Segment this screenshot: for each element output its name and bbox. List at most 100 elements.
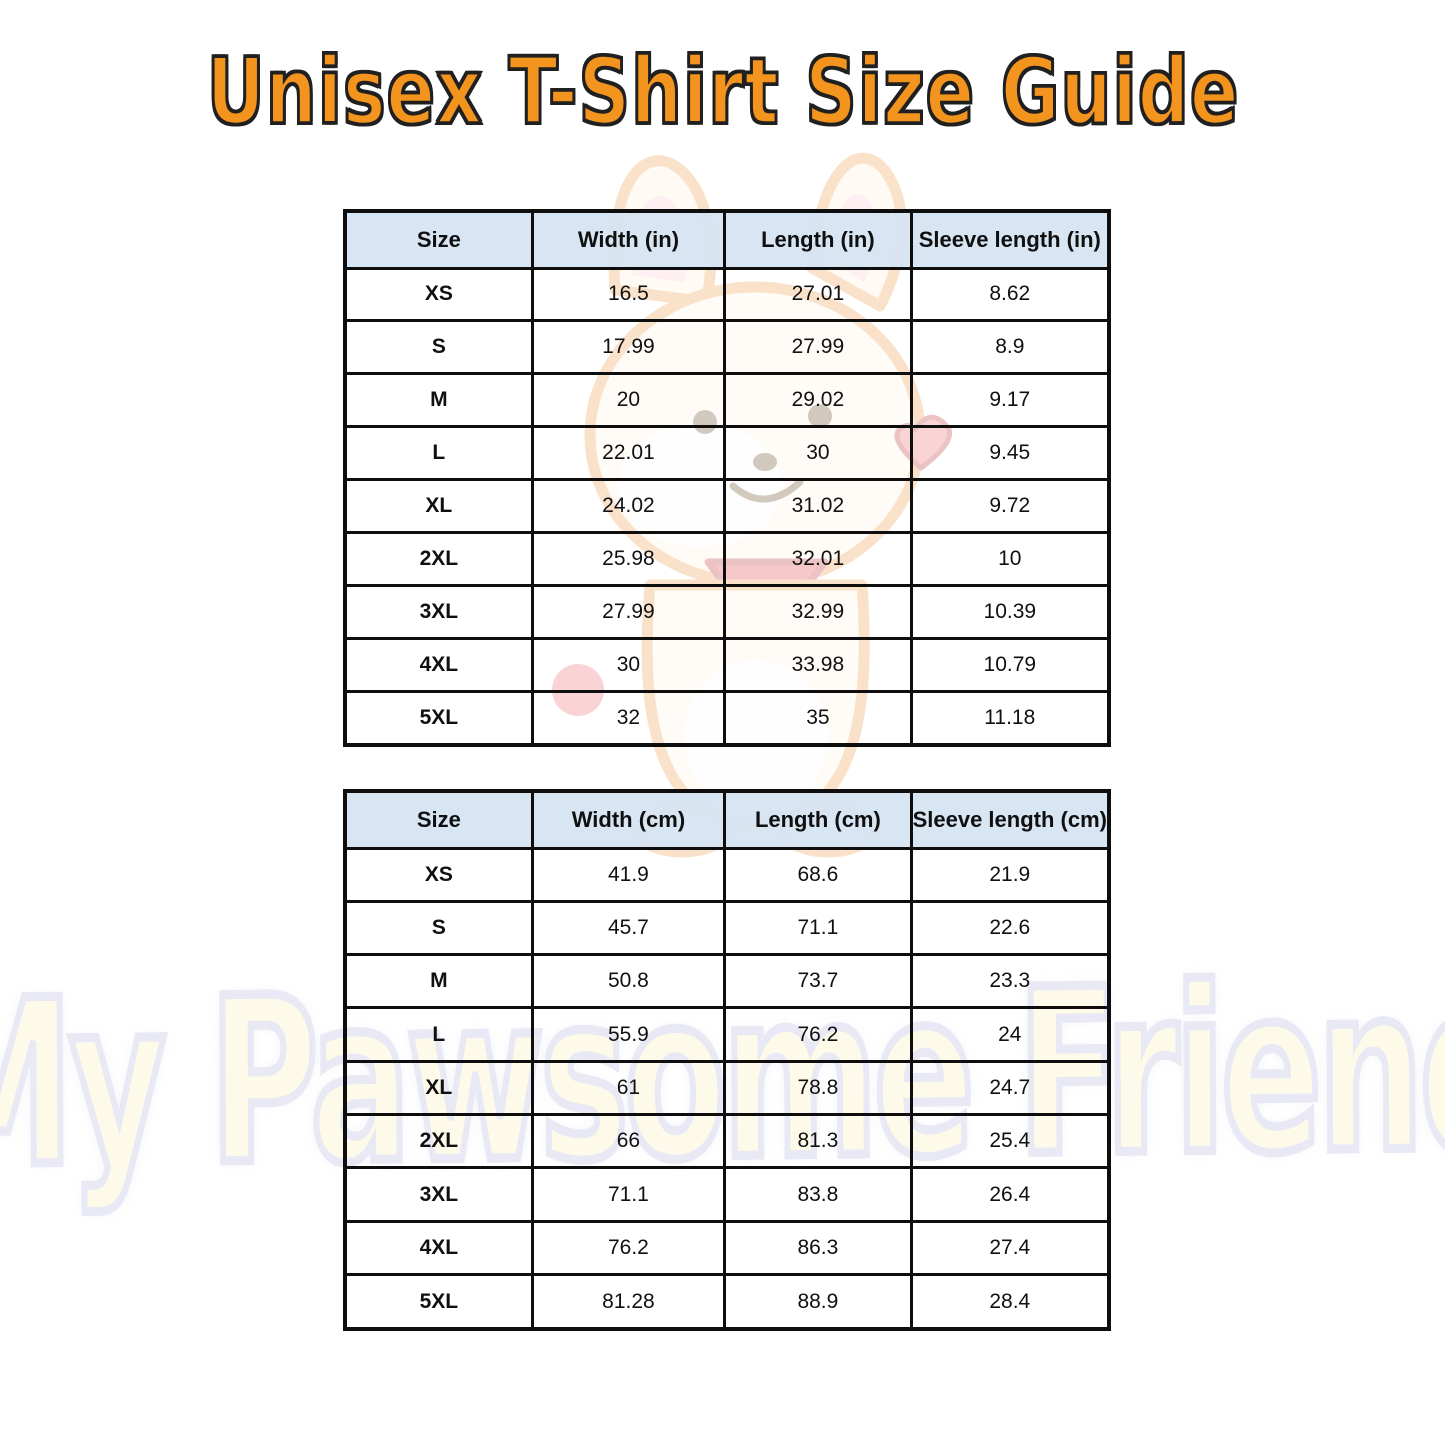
measurement-cell: 22.01: [530, 425, 727, 482]
table-row: M 20 29.02 9.17: [343, 372, 1111, 429]
size-label-cell: 4XL: [343, 636, 534, 693]
measurement-cell: 24: [909, 1006, 1111, 1063]
measurement-cell: 45.7: [530, 899, 727, 957]
measurement-cell: 24.02: [530, 478, 727, 534]
measurement-cell: 24.7: [909, 1059, 1111, 1117]
measurement-cell: 32.01: [723, 530, 913, 587]
header-row: Size Width (in) Length (in) Sleeve length (…: [343, 209, 1111, 270]
measurement-cell: 27.99: [723, 319, 913, 376]
measurement-cell: 10.39: [909, 583, 1111, 640]
measurement-cell: 25.98: [530, 530, 727, 587]
column-header: Sleeve length (in): [909, 209, 1111, 270]
measurement-cell: 30: [530, 636, 727, 693]
header-row: Size Width (cm) Length (cm) Sleeve length (…: [343, 789, 1111, 850]
measurement-cell: 35: [723, 689, 913, 747]
table-row: XL 24.02 31.02 9.72: [343, 478, 1111, 534]
measurement-cell: 9.17: [909, 372, 1111, 429]
measurement-cell: 9.45: [909, 425, 1111, 482]
table-row: M 50.8 73.7 23.3: [343, 953, 1111, 1010]
table-row: XL 61 78.8 24.7: [343, 1059, 1111, 1117]
measurement-cell: 30: [723, 425, 913, 482]
size-label-cell: XS: [343, 846, 534, 903]
table-row: 5XL 81.28 88.9 28.4: [343, 1273, 1111, 1331]
measurement-cell: 27.99: [530, 583, 727, 640]
table-row: XS 16.5 27.01 8.62: [343, 266, 1111, 323]
measurement-cell: 10: [909, 530, 1111, 587]
measurement-cell: 8.62: [909, 266, 1111, 323]
size-label-cell: 5XL: [343, 689, 534, 747]
measurement-cell: 32.99: [723, 583, 913, 640]
column-header: Width (cm): [530, 789, 727, 850]
measurement-cell: 86.3: [723, 1219, 913, 1277]
table-row: L 22.01 30 9.45: [343, 425, 1111, 482]
column-header: Sleeve length (cm): [909, 789, 1111, 850]
table-row: 4XL 76.2 86.3 27.4: [343, 1219, 1111, 1277]
table-row: 3XL 27.99 32.99 10.39: [343, 583, 1111, 640]
table-row: 5XL 32 35 11.18: [343, 689, 1111, 747]
column-header: Size: [343, 209, 534, 270]
measurement-cell: 17.99: [530, 319, 727, 376]
size-label-cell: 2XL: [343, 1113, 534, 1170]
measurement-cell: 27.4: [909, 1219, 1111, 1277]
size-table-centimeters: Size Width (cm) Length (cm) Sleeve length (…: [343, 789, 1111, 1331]
measurement-cell: 16.5: [530, 266, 727, 323]
column-header: Width (in): [530, 209, 727, 270]
size-label-cell: 2XL: [343, 530, 534, 587]
measurement-cell: 50.8: [530, 953, 727, 1010]
measurement-cell: 71.1: [723, 899, 913, 957]
measurement-cell: 11.18: [909, 689, 1111, 747]
column-header: Size: [343, 789, 534, 850]
size-label-cell: L: [343, 425, 534, 482]
table-row: 3XL 71.1 83.8 26.4: [343, 1166, 1111, 1223]
size-label-cell: XS: [343, 266, 534, 323]
size-label-cell: M: [343, 953, 534, 1010]
table-row: 2XL 25.98 32.01 10: [343, 530, 1111, 587]
measurement-cell: 28.4: [909, 1273, 1111, 1331]
size-label-cell: XL: [343, 1059, 534, 1117]
page-title-text: Unisex T-Shirt Size Guide: [205, 38, 1240, 145]
size-table-inches: Size Width (in) Length (in) Sleeve length (…: [343, 209, 1111, 747]
size-label-cell: S: [343, 899, 534, 957]
measurement-cell: 8.9: [909, 319, 1111, 376]
column-header: Length (cm): [723, 789, 913, 850]
measurement-cell: 22.6: [909, 899, 1111, 957]
measurement-cell: 81.3: [723, 1113, 913, 1170]
measurement-cell: 26.4: [909, 1166, 1111, 1223]
measurement-cell: 68.6: [723, 846, 913, 903]
measurement-cell: 41.9: [530, 846, 727, 903]
measurement-cell: 25.4: [909, 1113, 1111, 1170]
measurement-cell: 27.01: [723, 266, 913, 323]
measurement-cell: 31.02: [723, 478, 913, 534]
table-row: 2XL 66 81.3 25.4: [343, 1113, 1111, 1170]
measurement-cell: 20: [530, 372, 727, 429]
size-label-cell: M: [343, 372, 534, 429]
size-label-cell: 5XL: [343, 1273, 534, 1331]
table-row: 4XL 30 33.98 10.79: [343, 636, 1111, 693]
measurement-cell: 73.7: [723, 953, 913, 1010]
measurement-cell: 23.3: [909, 953, 1111, 1010]
measurement-cell: 10.79: [909, 636, 1111, 693]
measurement-cell: 33.98: [723, 636, 913, 693]
measurement-cell: 76.2: [723, 1006, 913, 1063]
column-header: Length (in): [723, 209, 913, 270]
measurement-cell: 81.28: [530, 1273, 727, 1331]
table-row: S 17.99 27.99 8.9: [343, 319, 1111, 376]
size-label-cell: L: [343, 1006, 534, 1063]
measurement-cell: 66: [530, 1113, 727, 1170]
measurement-cell: 88.9: [723, 1273, 913, 1331]
table-row: S 45.7 71.1 22.6: [343, 899, 1111, 957]
table-row: XS 41.9 68.6 21.9: [343, 846, 1111, 903]
measurement-cell: 71.1: [530, 1166, 727, 1223]
measurement-cell: 83.8: [723, 1166, 913, 1223]
size-label-cell: S: [343, 319, 534, 376]
measurement-cell: 9.72: [909, 478, 1111, 534]
measurement-cell: 29.02: [723, 372, 913, 429]
size-label-cell: XL: [343, 478, 534, 534]
measurement-cell: 78.8: [723, 1059, 913, 1117]
measurement-cell: 55.9: [530, 1006, 727, 1063]
measurement-cell: 21.9: [909, 846, 1111, 903]
measurement-cell: 32: [530, 689, 727, 747]
page-title: Unisex T-Shirt Size Guide: [0, 38, 1445, 145]
size-label-cell: 3XL: [343, 1166, 534, 1223]
